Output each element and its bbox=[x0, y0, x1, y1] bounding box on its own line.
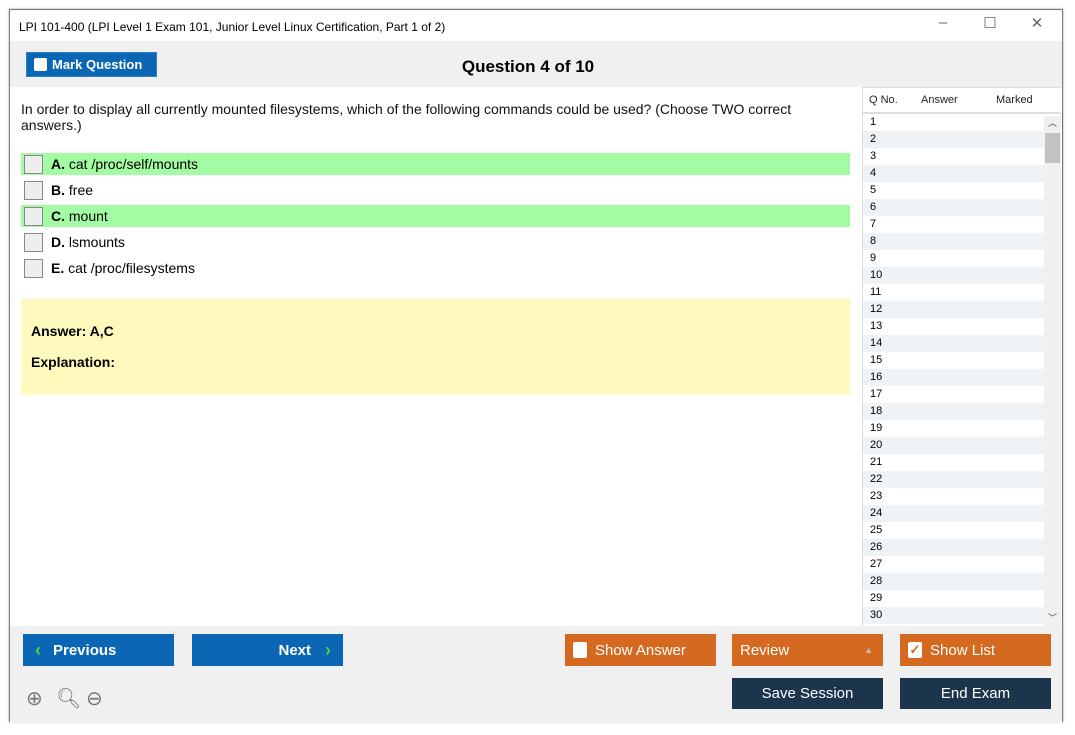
show-list-label: Show List bbox=[930, 641, 996, 659]
option-checkbox[interactable] bbox=[24, 232, 43, 252]
chevron-left-icon: ‹ bbox=[35, 639, 41, 660]
list-row[interactable]: 12 bbox=[863, 301, 1044, 318]
list-row[interactable]: 11 bbox=[870, 286, 882, 298]
option-text: mount bbox=[68, 208, 108, 224]
list-row[interactable]: 23 bbox=[870, 490, 883, 502]
show-answer-label: Show Answer bbox=[595, 641, 686, 659]
list-row[interactable]: 8 bbox=[863, 233, 1044, 250]
previous-label: Previous bbox=[53, 641, 117, 659]
option-letter: A. bbox=[51, 156, 65, 172]
maximize-button[interactable]: ☐ bbox=[983, 15, 997, 32]
list-row[interactable]: 20 bbox=[863, 437, 1044, 454]
list-row[interactable]: 10 bbox=[863, 267, 1044, 284]
mark-question-button[interactable]: Mark Question bbox=[26, 52, 157, 77]
mark-question-label: Mark Question bbox=[52, 57, 143, 72]
checkbox-icon bbox=[34, 58, 47, 71]
list-header: Q No. Answer Marked bbox=[863, 87, 1061, 114]
caret-up-icon: ▲ bbox=[864, 645, 873, 655]
answer-box: Answer: A,C Explanation: bbox=[21, 299, 850, 395]
answer-option[interactable]: C. mount bbox=[21, 205, 850, 227]
zoom-out-icon[interactable]: ⊖ bbox=[86, 688, 103, 710]
option-checkbox[interactable] bbox=[24, 206, 43, 226]
title-bar: LPI 101-400 (LPI Level 1 Exam 101, Junio… bbox=[10, 10, 1062, 41]
zoom-in-icon[interactable]: ⊕ bbox=[26, 688, 43, 710]
scrollbar[interactable]: ︿ ﹀ bbox=[1044, 116, 1061, 626]
list-row[interactable]: 30 bbox=[863, 607, 1044, 624]
option-letter: B. bbox=[51, 182, 65, 198]
list-row[interactable]: 19 bbox=[870, 422, 883, 434]
header-answer: Answer bbox=[921, 94, 958, 106]
close-button[interactable]: ✕ bbox=[1030, 15, 1044, 32]
header-qno: Q No. bbox=[869, 94, 898, 106]
option-text: lsmounts bbox=[68, 234, 125, 250]
review-dropdown[interactable]: Review ▲ bbox=[732, 634, 883, 666]
answer-label: Answer: A,C bbox=[31, 323, 114, 339]
list-row[interactable]: 16 bbox=[863, 369, 1044, 386]
option-text: free bbox=[68, 182, 94, 198]
chevron-right-icon: › bbox=[325, 639, 331, 660]
list-row[interactable]: 14 bbox=[863, 335, 1044, 352]
show-list-button[interactable]: ✓ Show List bbox=[900, 634, 1051, 666]
option-letter: D. bbox=[51, 234, 65, 250]
list-row[interactable]: 2 bbox=[863, 131, 1044, 148]
list-row[interactable]: 15 bbox=[870, 354, 883, 366]
end-exam-button[interactable]: End Exam bbox=[900, 678, 1051, 709]
answer-option[interactable]: E. cat /proc/filesystems bbox=[21, 257, 850, 279]
list-row[interactable]: 29 bbox=[870, 592, 883, 604]
bottom-bar: ‹ Previous Next › Show Answer Review ▲ ✓ Sho… bbox=[10, 626, 1062, 723]
next-button[interactable]: Next › bbox=[192, 634, 343, 666]
list-row[interactable]: 5 bbox=[870, 184, 877, 196]
answer-option[interactable]: D. lsmounts bbox=[21, 231, 850, 253]
list-row[interactable]: 22 bbox=[863, 471, 1044, 488]
zoom-reset-icon[interactable]: 🔍︎ bbox=[56, 688, 82, 710]
list-row[interactable]: 6 bbox=[863, 199, 1044, 216]
list-row[interactable]: 25 bbox=[870, 524, 883, 536]
explanation-label: Explanation: bbox=[31, 354, 116, 370]
question-text: In order to display all currently mounte… bbox=[21, 101, 792, 133]
list-row[interactable]: 4 bbox=[863, 165, 1044, 182]
list-row[interactable]: 27 bbox=[870, 558, 883, 570]
option-text: cat /proc/filesystems bbox=[68, 260, 195, 276]
list-row[interactable]: 21 bbox=[870, 456, 883, 468]
option-letter: E. bbox=[51, 260, 65, 276]
checkbox-icon bbox=[573, 642, 587, 658]
list-row[interactable]: 1 bbox=[870, 116, 877, 128]
answer-option[interactable]: B. free bbox=[21, 179, 850, 201]
list-row[interactable]: 7 bbox=[870, 218, 877, 230]
scroll-thumb[interactable] bbox=[1045, 133, 1060, 163]
option-checkbox[interactable] bbox=[24, 258, 43, 278]
question-list: Q No. Answer Marked 1 2 3 4 5 6 7 8 9 10 11 12 13 14 1… bbox=[862, 87, 1061, 626]
previous-button[interactable]: ‹ Previous bbox=[23, 634, 174, 666]
next-label: Next bbox=[278, 641, 311, 659]
list-row[interactable]: 13 bbox=[870, 320, 883, 332]
header-marked: Marked bbox=[996, 94, 1033, 106]
option-text: cat /proc/self/mounts bbox=[68, 156, 199, 172]
option-letter: C. bbox=[51, 208, 65, 224]
app-window: LPI 101-400 (LPI Level 1 Exam 101, Junio… bbox=[9, 9, 1063, 723]
list-row[interactable]: 17 bbox=[870, 388, 883, 400]
list-row[interactable]: 18 bbox=[863, 403, 1044, 420]
option-checkbox[interactable] bbox=[24, 180, 43, 200]
list-row[interactable]: 28 bbox=[863, 573, 1044, 590]
save-session-button[interactable]: Save Session bbox=[732, 678, 883, 709]
window-title: LPI 101-400 (LPI Level 1 Exam 101, Junio… bbox=[19, 20, 446, 34]
minimize-button[interactable]: – bbox=[938, 14, 948, 31]
question-pane: In order to display all currently mounte… bbox=[10, 87, 861, 626]
option-checkbox[interactable] bbox=[24, 154, 43, 174]
scroll-down-icon[interactable]: ﹀ bbox=[1047, 613, 1057, 623]
list-row[interactable]: 26 bbox=[863, 539, 1044, 556]
toolbar: Mark Question Question 4 of 10 bbox=[10, 41, 1062, 87]
show-answer-button[interactable]: Show Answer bbox=[565, 634, 716, 666]
answer-option[interactable]: A. cat /proc/self/mounts bbox=[21, 153, 850, 175]
scroll-up-icon[interactable]: ︿ bbox=[1047, 118, 1057, 128]
checkbox-checked-icon: ✓ bbox=[908, 642, 922, 658]
list-row[interactable]: 24 bbox=[863, 505, 1044, 522]
question-title: Question 4 of 10 bbox=[461, 57, 595, 76]
review-label: Review bbox=[740, 641, 790, 659]
list-row[interactable]: 9 bbox=[870, 252, 877, 264]
list-row[interactable]: 3 bbox=[870, 150, 877, 162]
